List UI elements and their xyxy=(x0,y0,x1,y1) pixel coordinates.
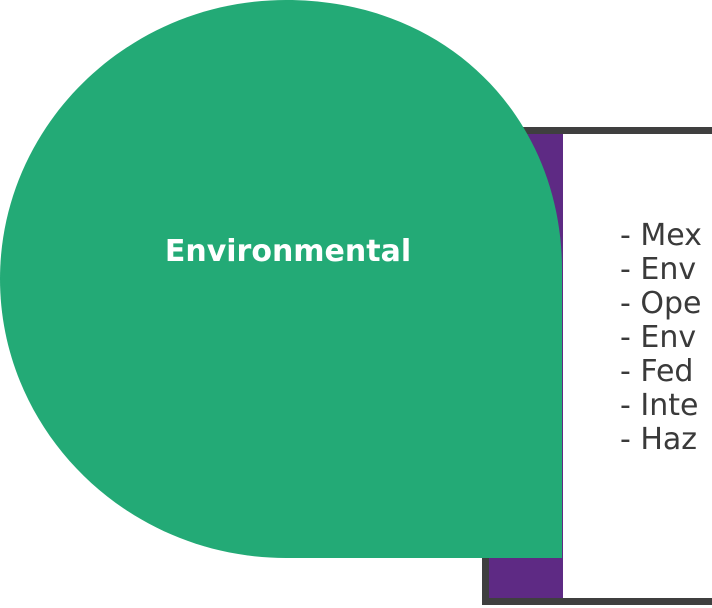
list-item: - Fed xyxy=(620,354,694,389)
teardrop-shape xyxy=(0,0,562,558)
card-list: - Mex - Env - Ope - Env - Fed - Inte - H… xyxy=(620,219,702,457)
list-item: - Mex xyxy=(620,218,702,253)
card-body xyxy=(563,134,712,598)
list-item: - Inte xyxy=(620,388,699,423)
list-item: - Ope xyxy=(620,286,702,321)
teardrop-path xyxy=(0,0,562,558)
list-item: - Env xyxy=(620,252,697,287)
teardrop-title: Environmental xyxy=(164,234,412,269)
list-item: - Haz xyxy=(620,422,698,457)
list-item: - Env xyxy=(620,320,697,355)
